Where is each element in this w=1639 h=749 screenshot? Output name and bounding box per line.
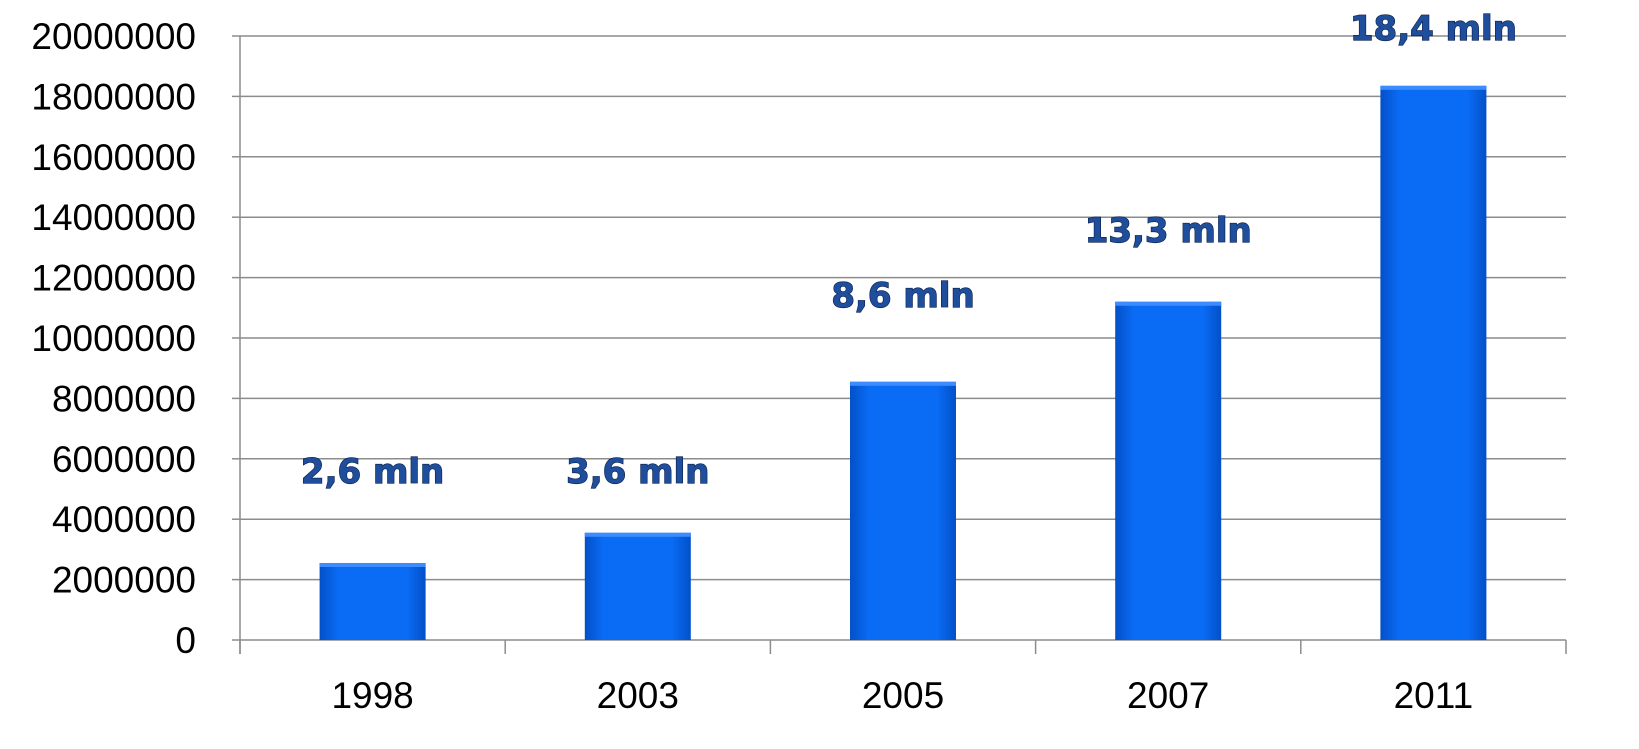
bar-highlight (1380, 85, 1487, 90)
x-tick-label: 2007 (1127, 675, 1209, 716)
y-tick-label: 18000000 (31, 76, 196, 117)
data-label: 2,6 mln (301, 452, 444, 492)
bar-body (1115, 301, 1222, 640)
bars (319, 85, 1487, 640)
y-tick-label: 10000000 (31, 318, 196, 359)
y-tick-label: 14000000 (31, 197, 196, 238)
y-tick-label: 20000000 (31, 16, 196, 57)
bar-2003 (584, 532, 691, 640)
x-tick-label: 2005 (862, 675, 944, 716)
bar-body (319, 562, 426, 640)
bar-body (850, 381, 956, 640)
data-label: 8,6 mln (831, 276, 974, 316)
y-tick-label: 2000000 (52, 560, 196, 601)
y-tick-label: 6000000 (52, 439, 196, 480)
bar-2005 (850, 381, 956, 640)
bar-body (1380, 85, 1487, 640)
data-label: 18,4 mln (1350, 9, 1517, 49)
gridlines (240, 35, 1566, 581)
bar-highlight (850, 381, 956, 386)
y-tick-label: 4000000 (52, 499, 196, 540)
x-tick-label: 1998 (331, 675, 413, 716)
bar-2007 (1115, 301, 1222, 640)
y-tick-label: 0 (175, 620, 196, 661)
x-tick-label: 2003 (597, 675, 679, 716)
x-tick-label: 2011 (1394, 675, 1474, 716)
y-axis-tick-labels: 0 2000000 4000000 6000000 8000000 10000000 120… (31, 16, 196, 661)
y-tick-label: 12000000 (31, 258, 196, 299)
bar-1998 (319, 562, 426, 640)
x-axis-tick-labels: 1998 2003 2005 2007 2011 (331, 675, 1473, 716)
bar-2011 (1380, 85, 1487, 640)
bar-highlight (1115, 301, 1222, 306)
y-tick-label: 8000000 (52, 378, 196, 419)
bar-highlight (319, 562, 426, 567)
data-label: 13,3 mln (1085, 211, 1252, 251)
data-labels: 2,6 mln 3,6 mln 8,6 mln 13,3 mln 18,4 mln (300, 8, 1517, 492)
y-tick-label: 16000000 (31, 137, 196, 178)
bar-highlight (584, 532, 691, 537)
bar-body (584, 532, 691, 640)
data-label: 3,6 mln (566, 452, 709, 492)
